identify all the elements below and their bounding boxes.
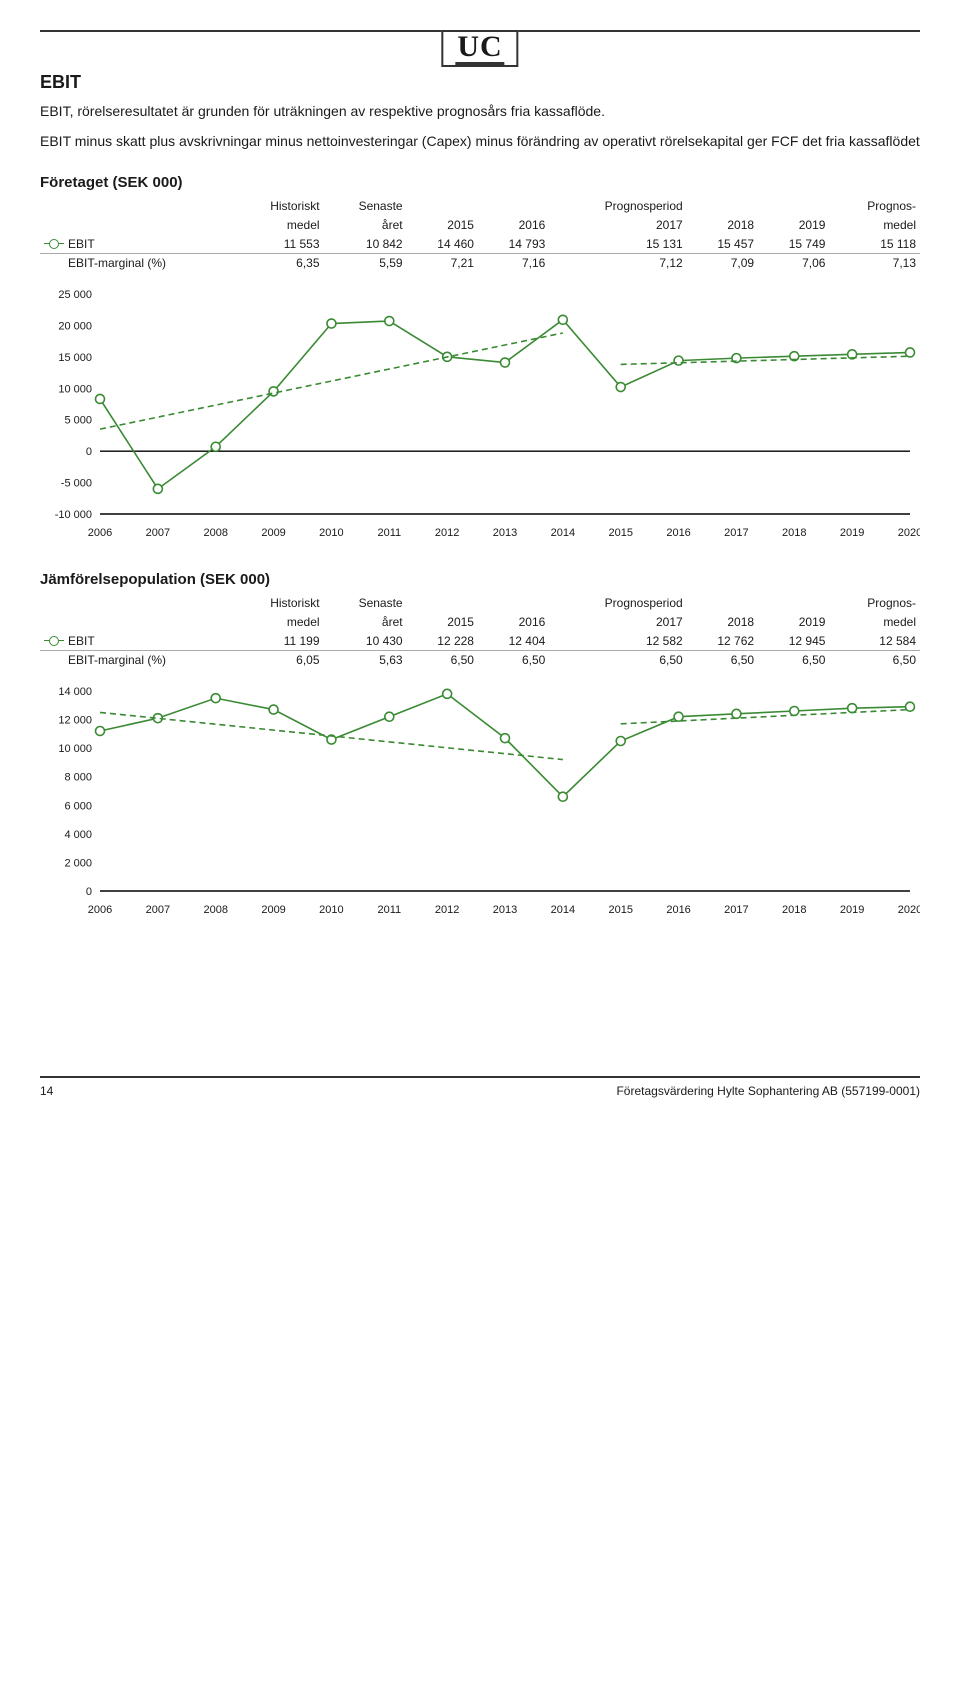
svg-text:2019: 2019 [840,904,864,916]
chart1: -10 000 -5 000 0 5 000 10 000 15 000 20 000 25 … [40,284,920,544]
svg-text:2015: 2015 [608,904,632,916]
svg-text:0: 0 [86,886,92,898]
svg-text:2017: 2017 [724,904,748,916]
chart2-wrap: 0 2 000 4 000 6 000 8 000 10 000 12 000 14 000 2… [40,681,920,926]
svg-text:2019: 2019 [840,527,864,539]
svg-text:2010: 2010 [319,527,343,539]
svg-text:2013: 2013 [493,527,517,539]
svg-text:15 000: 15 000 [58,351,92,363]
table1-title: Företaget (SEK 000) [40,174,920,191]
svg-text:2009: 2009 [261,904,285,916]
body-p1: EBIT, rörelseresultatet är grunden för u… [40,101,920,121]
svg-text:10 000: 10 000 [58,743,92,755]
svg-text:0: 0 [86,446,92,458]
svg-text:10 000: 10 000 [58,383,92,395]
table1: Historiskt Senaste Prognosperiod Prognos… [40,197,920,272]
legend-marker-icon [44,636,64,646]
svg-text:2018: 2018 [782,527,806,539]
svg-text:8 000: 8 000 [64,771,92,783]
svg-text:12 000: 12 000 [58,714,92,726]
section-title-ebit: EBIT [40,72,920,93]
svg-text:2016: 2016 [666,904,690,916]
svg-text:14 000: 14 000 [58,686,92,698]
svg-text:-10 000: -10 000 [55,509,92,521]
table-row: EBIT11 19910 43012 22812 40412 58212 762… [40,631,920,650]
svg-text:2012: 2012 [435,904,459,916]
svg-text:2017: 2017 [724,527,748,539]
svg-text:2014: 2014 [551,527,575,539]
svg-text:2014: 2014 [551,904,575,916]
svg-text:25 000: 25 000 [58,289,92,301]
svg-text:2012: 2012 [435,527,459,539]
uc-logo: UC [441,30,518,67]
svg-text:2020: 2020 [898,904,920,916]
svg-text:2016: 2016 [666,527,690,539]
footer-right: Företagsvärdering Hylte Sophantering AB … [616,1084,920,1098]
svg-text:2015: 2015 [608,527,632,539]
svg-text:2007: 2007 [146,904,170,916]
chart2: 0 2 000 4 000 6 000 8 000 10 000 12 000 14 000 2… [40,681,920,921]
svg-text:2010: 2010 [319,904,343,916]
svg-text:2 000: 2 000 [64,857,92,869]
table-row: EBIT-marginal (%)6,355,597,217,167,127,0… [40,253,920,272]
page-number: 14 [40,1084,53,1098]
table2: Historiskt Senaste Prognosperiod Prognos… [40,594,920,669]
svg-text:5 000: 5 000 [64,414,92,426]
svg-text:2011: 2011 [377,904,401,916]
table2-title: Jämförelsepopulation (SEK 000) [40,571,920,588]
svg-text:2018: 2018 [782,904,806,916]
svg-text:6 000: 6 000 [64,800,92,812]
svg-text:2007: 2007 [146,527,170,539]
svg-text:2008: 2008 [203,904,227,916]
svg-text:20 000: 20 000 [58,320,92,332]
body-p2: EBIT minus skatt plus avskrivningar minu… [40,131,920,151]
svg-text:-5 000: -5 000 [61,477,92,489]
svg-text:2008: 2008 [203,527,227,539]
table-row: EBIT11 55310 84214 46014 79315 13115 457… [40,234,920,253]
svg-text:2006: 2006 [88,527,112,539]
svg-text:2009: 2009 [261,527,285,539]
svg-text:2006: 2006 [88,904,112,916]
svg-text:2011: 2011 [377,527,401,539]
svg-text:2013: 2013 [493,904,517,916]
chart1-wrap: -10 000 -5 000 0 5 000 10 000 15 000 20 000 25 … [40,284,920,549]
table-row: EBIT-marginal (%)6,055,636,506,506,506,5… [40,650,920,669]
svg-text:2020: 2020 [898,527,920,539]
legend-marker-icon [44,239,64,249]
svg-text:4 000: 4 000 [64,828,92,840]
